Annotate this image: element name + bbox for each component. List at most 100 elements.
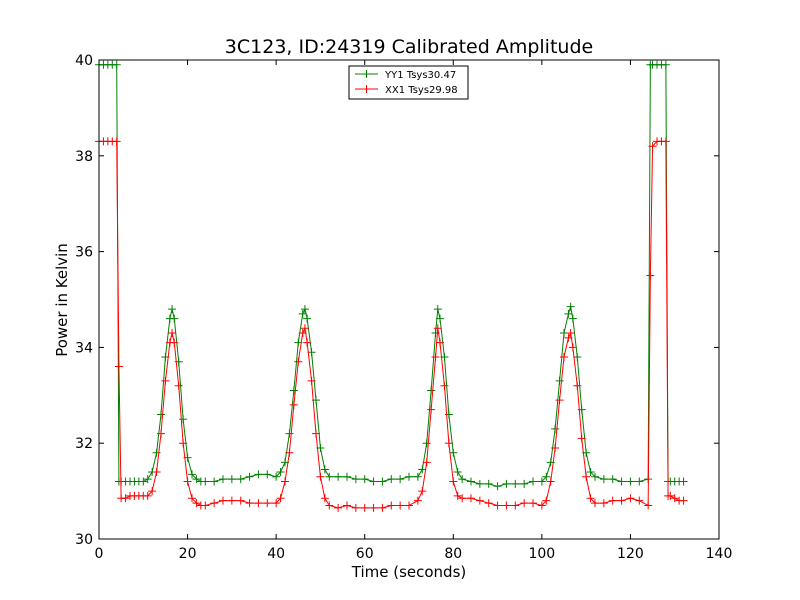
- data-point-marker: [646, 271, 655, 280]
- data-point-marker: [568, 314, 577, 323]
- data-point-marker: [276, 467, 285, 476]
- data-point-marker: [170, 338, 179, 347]
- data-point-marker: [608, 496, 617, 505]
- data-point-marker: [551, 424, 560, 433]
- data-point-marker: [325, 472, 334, 481]
- data-point-marker: [387, 501, 396, 510]
- data-point-marker: [431, 352, 440, 361]
- data-point-marker: [188, 470, 196, 479]
- data-point-marker: [148, 487, 157, 496]
- data-point-marker: [378, 477, 387, 486]
- data-point-marker: [444, 439, 453, 448]
- data-point-marker: [537, 501, 546, 510]
- data-point-marker: [422, 439, 431, 448]
- data-point-marker: [236, 475, 245, 484]
- data-point-marker: [577, 434, 586, 443]
- data-point-marker: [369, 477, 378, 486]
- legend-label-yy1: YY1 Tsys30.47: [384, 70, 456, 81]
- data-point-marker: [475, 496, 484, 505]
- data-point-marker: [174, 381, 183, 390]
- data-point-marker: [573, 381, 582, 390]
- data-point-marker: [520, 479, 529, 488]
- x-tick-label: 0: [95, 546, 104, 562]
- data-point-marker: [307, 376, 316, 385]
- data-point-marker: [484, 479, 493, 488]
- data-point-marker: [413, 472, 422, 481]
- data-point-marker: [529, 477, 537, 486]
- data-point-marker: [298, 329, 307, 338]
- data-point-marker: [254, 499, 263, 508]
- data-point-marker: [343, 472, 351, 481]
- series-layer: [95, 60, 688, 512]
- data-point-marker: [334, 503, 343, 512]
- data-point-marker: [121, 494, 130, 503]
- data-point-marker: [546, 477, 555, 486]
- data-point-marker: [143, 491, 152, 500]
- x-tick-label: 60: [356, 546, 374, 562]
- data-point-marker: [112, 137, 121, 146]
- data-point-marker: [183, 477, 192, 486]
- data-point-marker: [433, 324, 442, 333]
- data-point-marker: [591, 472, 599, 481]
- data-point-marker: [320, 494, 329, 503]
- data-point-marker: [219, 475, 227, 484]
- data-point-marker: [236, 496, 245, 505]
- data-point-marker: [289, 386, 298, 395]
- data-point-marker: [502, 479, 511, 488]
- data-point-marker: [210, 499, 219, 508]
- data-point-marker: [433, 305, 442, 314]
- data-point-marker: [307, 348, 316, 357]
- data-point-marker: [285, 448, 294, 457]
- data-point-marker: [396, 501, 405, 510]
- data-point-marker: [520, 499, 529, 508]
- data-point-marker: [320, 465, 329, 474]
- data-point-marker: [298, 309, 307, 318]
- data-point-marker: [272, 499, 281, 508]
- y-axis-label: Power in Kelvin: [53, 243, 71, 357]
- data-point-marker: [418, 465, 427, 474]
- x-tick-label: 40: [267, 546, 285, 562]
- data-point-marker: [608, 475, 617, 484]
- data-point-marker: [566, 302, 575, 311]
- data-point-marker: [263, 470, 272, 479]
- data-point-marker: [586, 467, 595, 476]
- data-point-marker: [422, 458, 431, 467]
- data-point-marker: [617, 496, 626, 505]
- data-point-marker: [453, 467, 462, 476]
- data-point-marker: [263, 499, 272, 508]
- data-point-marker: [360, 475, 369, 484]
- data-point-marker: [289, 400, 298, 409]
- x-tick-label: 120: [617, 546, 644, 562]
- data-point-marker: [626, 494, 635, 503]
- plot-frame: [98, 59, 720, 540]
- data-point-marker: [157, 429, 165, 438]
- legend-label-xx1: XX1 Tsys29.98: [385, 85, 458, 96]
- data-point-marker: [458, 494, 467, 503]
- data-point-marker: [192, 499, 201, 508]
- data-point-marker: [179, 439, 188, 448]
- data-point-marker: [272, 472, 281, 481]
- data-point-marker: [560, 352, 568, 361]
- legend-box: [348, 65, 469, 100]
- y-tick-label: 30: [75, 532, 93, 548]
- data-point-marker: [458, 475, 467, 484]
- data-point-marker: [449, 448, 458, 457]
- data-point-marker: [661, 137, 670, 146]
- chart-title: 3C123, ID:24319 Calibrated Amplitude: [225, 36, 593, 58]
- data-point-marker: [312, 429, 320, 438]
- data-point-marker: [617, 477, 626, 486]
- data-point-marker: [210, 477, 219, 486]
- x-tick-label: 20: [179, 546, 197, 562]
- y-tick-label: 36: [75, 245, 93, 261]
- data-point-marker: [436, 338, 444, 347]
- data-point-marker: [227, 496, 236, 505]
- data-point-marker: [511, 501, 520, 510]
- data-point-marker: [555, 396, 564, 405]
- data-point-marker: [161, 376, 170, 385]
- y-tick-label: 40: [75, 53, 93, 69]
- data-point-marker: [573, 352, 582, 361]
- data-point-marker: [670, 494, 679, 503]
- data-point-marker: [334, 472, 343, 481]
- data-point-marker: [413, 496, 422, 505]
- data-point-marker: [679, 496, 688, 505]
